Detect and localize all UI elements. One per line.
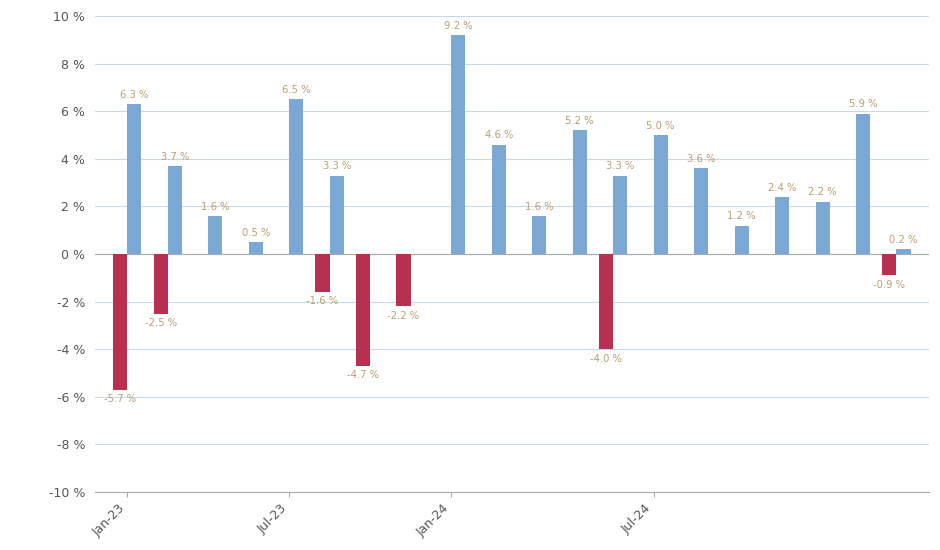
Bar [397,254,411,306]
Text: -2.2 %: -2.2 % [387,311,419,321]
Text: 1.2 %: 1.2 % [728,211,756,221]
Bar [249,242,263,254]
Bar [613,175,627,254]
Text: 0.5 %: 0.5 % [242,228,270,238]
Bar [113,254,127,390]
Text: 3.6 %: 3.6 % [687,154,715,164]
Bar [167,166,181,254]
Text: 6.3 %: 6.3 % [120,90,149,100]
Text: -4.0 %: -4.0 % [590,354,622,364]
Bar [572,130,587,254]
Text: -2.5 %: -2.5 % [145,318,177,328]
Bar [897,249,911,254]
Bar [883,254,897,276]
Bar [208,216,223,254]
Text: 3.3 %: 3.3 % [606,161,635,171]
Text: 6.5 %: 6.5 % [282,85,310,95]
Text: -1.6 %: -1.6 % [306,296,338,306]
Text: 3.7 %: 3.7 % [161,152,189,162]
Text: 5.0 %: 5.0 % [647,121,675,131]
Bar [816,202,830,254]
Bar [775,197,790,254]
Text: -0.9 %: -0.9 % [873,280,905,290]
Bar [290,100,304,254]
Text: 9.2 %: 9.2 % [444,21,473,31]
Text: 5.9 %: 5.9 % [849,100,877,109]
Bar [492,145,506,254]
Text: -4.7 %: -4.7 % [347,370,379,380]
Bar [356,254,370,366]
Bar [653,135,667,254]
Text: 4.6 %: 4.6 % [484,130,513,140]
Bar [153,254,167,314]
Bar [694,168,708,254]
Bar [330,175,344,254]
Text: 1.6 %: 1.6 % [525,202,554,212]
Bar [599,254,613,349]
Text: 2.4 %: 2.4 % [768,183,796,192]
Text: 5.2 %: 5.2 % [566,116,594,126]
Bar [532,216,546,254]
Bar [451,35,465,254]
Text: 1.6 %: 1.6 % [201,202,229,212]
Text: 3.3 %: 3.3 % [322,161,351,171]
Bar [734,226,749,254]
Text: -5.7 %: -5.7 % [104,394,136,404]
Bar [316,254,330,292]
Text: 2.2 %: 2.2 % [808,188,837,197]
Text: 0.2 %: 0.2 % [889,235,917,245]
Bar [856,114,870,254]
Bar [127,104,141,254]
